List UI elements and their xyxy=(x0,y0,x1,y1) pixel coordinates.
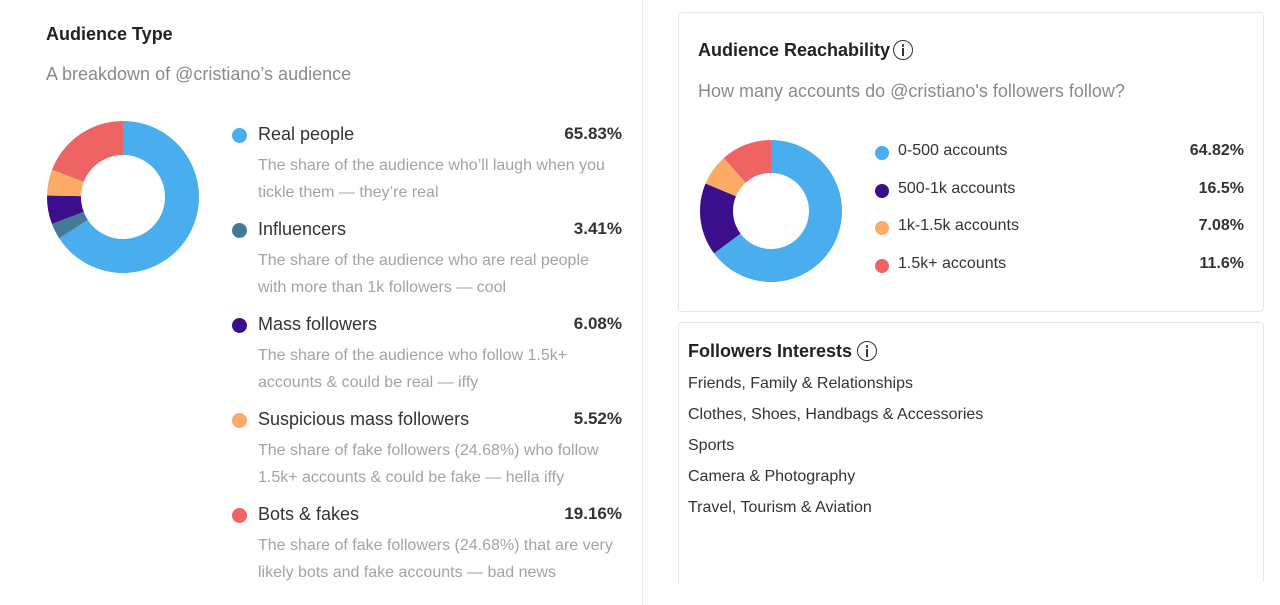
legend-label: 0-500 accounts xyxy=(898,142,1008,159)
legend-percent: 16.5% xyxy=(1198,179,1244,197)
legend-description: The share of the audience who’ll laugh w… xyxy=(258,157,605,201)
legend-label: 500-1k accounts xyxy=(898,179,1016,197)
legend-percent: 11.6% xyxy=(1199,254,1244,272)
legend-percent: 5.52% xyxy=(573,409,622,428)
legend-item-1k-1-5k-accounts: 1k-1.5k accounts 7.08% xyxy=(874,216,1246,254)
legend-item-bots-fakes: Bots & fakes 19.16% The share of fake fo… xyxy=(230,504,625,599)
legend-item-suspicious-mass-followers: Suspicious mass followers 5.52% The shar… xyxy=(230,409,625,504)
legend-dot xyxy=(875,258,889,273)
legend-item-1-5k-plus-accounts: 1.5k+ accounts 11.6% xyxy=(874,254,1246,292)
audience-type-donut-chart xyxy=(47,121,199,273)
interests-list: Friends, Family & Relationships Clothes,… xyxy=(688,375,983,530)
audience-reachability-donut-chart xyxy=(700,140,842,282)
legend-description: The share of fake followers (24.68%) who… xyxy=(258,442,599,486)
list-item: Travel, Tourism & Aviation xyxy=(688,499,872,516)
legend-label: 1k-1.5k accounts xyxy=(898,217,1019,234)
legend-dot xyxy=(232,508,247,523)
list-item: Sports xyxy=(688,437,735,454)
legend-percent: 6.08% xyxy=(573,314,622,333)
legend-percent: 19.16% xyxy=(564,504,622,523)
legend-dot xyxy=(232,413,247,428)
legend-label: Suspicious mass followers xyxy=(258,409,470,429)
donut-slice-1-5k-accounts xyxy=(723,140,771,183)
donut-slice-0-500-accounts xyxy=(714,140,842,282)
legend-description: The share of the audience who follow 1.5… xyxy=(258,347,568,391)
audience-reachability-card: Audience Reachability How many accounts … xyxy=(678,12,1264,312)
legend-label: 1.5k+ accounts xyxy=(898,254,1007,272)
audience-type-subtitle: A breakdown of @cristiano’s audience xyxy=(46,64,352,84)
legend-dot xyxy=(875,146,889,160)
legend-percent: 3.41% xyxy=(573,219,622,238)
list-item: Camera & Photography xyxy=(688,468,856,485)
legend-dot xyxy=(232,318,247,333)
donut-slice-500-1k-accounts xyxy=(700,183,741,254)
donut-slice-1k-1-5k-accounts xyxy=(705,158,746,197)
donut-slice-bots-fakes xyxy=(52,121,123,182)
audience-reachability-title: Audience Reachability xyxy=(698,40,891,60)
legend-description: The share of fake followers (24.68%) tha… xyxy=(258,537,613,581)
legend-label: Real people xyxy=(258,124,355,144)
audience-type-title: Audience Type xyxy=(46,24,173,44)
legend-description: The share of the audience who are real p… xyxy=(258,252,589,296)
legend-item-influencers: Influencers 3.41% The share of the audie… xyxy=(230,219,625,314)
list-item: Friends, Family & Relationships xyxy=(688,375,913,392)
legend-dot xyxy=(232,223,247,238)
legend-item-real-people: Real people 65.83% The share of the audi… xyxy=(230,124,625,219)
followers-interests-card: Followers Interests Friends, Family & Re… xyxy=(678,322,1264,582)
legend-percent: 7.08% xyxy=(1198,217,1244,234)
legend-dot xyxy=(875,221,889,235)
donut-slice-mass-followers xyxy=(47,195,84,224)
donut-slice-real-people xyxy=(59,121,199,273)
legend-label: Bots & fakes xyxy=(258,504,360,524)
legend-item-mass-followers: Mass followers 6.08% The share of the au… xyxy=(230,314,625,409)
legend-item-500-1k-accounts: 500-1k accounts 16.5% xyxy=(874,179,1246,217)
info-icon[interactable] xyxy=(857,341,877,361)
list-item: Clothes, Shoes, Handbags & Accessories xyxy=(688,406,984,423)
legend-item-0-500-accounts: 0-500 accounts 64.82% xyxy=(874,141,1246,179)
audience-reachability-subtitle: How many accounts do @cristiano's follow… xyxy=(698,81,1125,101)
donut-slice-suspicious-mass-followers xyxy=(47,169,84,197)
legend-label: Mass followers xyxy=(258,314,378,334)
legend-dot xyxy=(232,128,247,143)
followers-interests-title: Followers Interests xyxy=(688,341,853,361)
audience-type-legend: Real people 65.83% The share of the audi… xyxy=(230,124,625,599)
audience-reachability-legend: 0-500 accounts 64.82% 500-1k accounts 16… xyxy=(874,141,1246,291)
legend-label: Influencers xyxy=(258,219,347,239)
legend-percent: 65.83% xyxy=(564,124,622,143)
audience-type-panel: Audience Type A breakdown of @cristiano’… xyxy=(46,0,643,605)
legend-dot xyxy=(875,183,889,198)
legend-percent: 64.82% xyxy=(1189,142,1244,159)
donut-slice-influencers xyxy=(51,211,88,239)
info-icon[interactable] xyxy=(893,40,913,60)
